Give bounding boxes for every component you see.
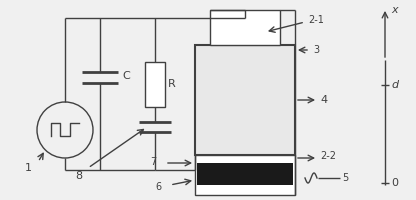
Bar — [197, 163, 293, 185]
Text: 4: 4 — [320, 95, 327, 105]
Text: R: R — [168, 79, 176, 89]
Text: 1: 1 — [25, 163, 32, 173]
Text: 6: 6 — [155, 182, 161, 192]
Bar — [195, 155, 295, 195]
Text: C: C — [122, 71, 130, 81]
Bar — [210, 10, 280, 45]
Text: 5: 5 — [342, 173, 348, 183]
Text: x: x — [391, 5, 398, 15]
Text: 2-2: 2-2 — [320, 151, 336, 161]
Bar — [145, 62, 165, 107]
Text: 2-1: 2-1 — [308, 15, 324, 25]
Text: d: d — [391, 80, 398, 90]
Bar — [195, 45, 295, 155]
Text: 0: 0 — [391, 178, 398, 188]
Text: 3: 3 — [313, 45, 319, 55]
Text: 7: 7 — [150, 157, 156, 167]
Text: 8: 8 — [75, 171, 82, 181]
